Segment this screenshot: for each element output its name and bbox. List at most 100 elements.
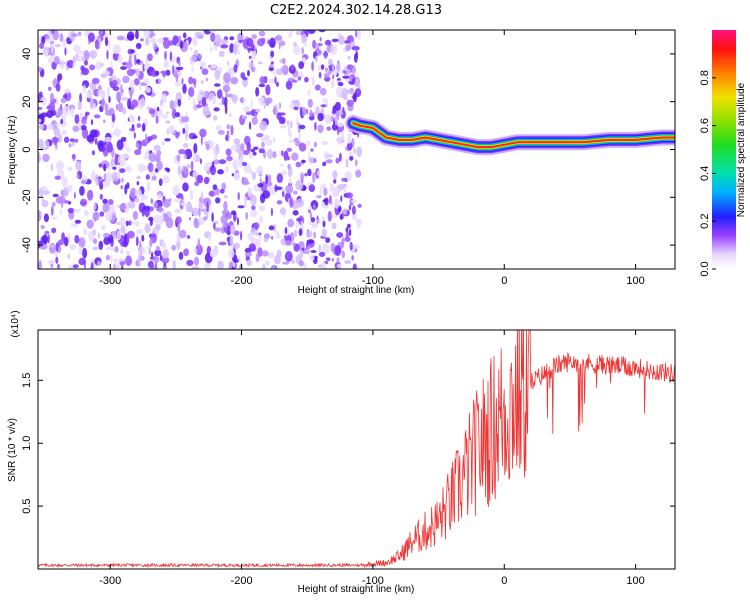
noise-blob [73, 210, 80, 214]
noise-blob [59, 59, 65, 70]
snr-marks [38, 330, 675, 569]
noise-blob [200, 135, 203, 146]
noise-blob [253, 230, 260, 236]
noise-blob [300, 221, 304, 230]
noise-blob [349, 75, 353, 82]
noise-blob [317, 170, 321, 176]
noise-blob [193, 143, 198, 154]
noise-blob [192, 152, 197, 162]
noise-blob [218, 50, 225, 57]
noise-blob [192, 78, 197, 85]
noise-blob [274, 35, 283, 41]
noise-blob [135, 42, 142, 50]
noise-blob [343, 96, 348, 100]
noise-blob [318, 71, 322, 79]
noise-blob [289, 197, 294, 208]
noise-blob [233, 259, 239, 263]
noise-blob [195, 104, 203, 108]
noise-blob [319, 37, 322, 42]
noise-blob [347, 223, 351, 229]
noise-blob [284, 227, 288, 235]
noise-blob [250, 210, 258, 218]
noise-blob [268, 79, 276, 84]
noise-blob [92, 238, 98, 245]
noise-blob [129, 91, 133, 101]
noise-blob [316, 195, 322, 199]
noise-blob [42, 153, 50, 163]
noise-blob [117, 102, 124, 113]
noise-blob [45, 35, 50, 39]
noise-blob [67, 207, 75, 214]
noise-blob [87, 189, 94, 201]
noise-blob [72, 264, 79, 269]
noise-blob [272, 151, 277, 159]
noise-blob [304, 43, 307, 48]
noise-blob [38, 106, 43, 111]
noise-blob [256, 133, 264, 138]
noise-blob [353, 53, 358, 63]
noise-blob [325, 97, 328, 108]
noise-blob [345, 158, 349, 168]
noise-blob [332, 170, 338, 180]
x-tick-label: -100 [362, 575, 384, 587]
noise-blob [174, 99, 178, 109]
noise-blob [172, 185, 180, 196]
noise-blob [138, 202, 146, 213]
noise-blob [143, 30, 151, 38]
noise-blob [310, 217, 316, 223]
noise-blob [63, 136, 70, 144]
noise-blob [322, 261, 326, 269]
noise-blob [169, 51, 173, 61]
noise-blob [97, 232, 101, 239]
noise-blob [296, 217, 302, 222]
noise-blob [87, 32, 95, 43]
noise-blob [78, 123, 82, 133]
noise-blob [274, 254, 281, 265]
x-tick-label: -300 [99, 275, 121, 287]
noise-blob [201, 96, 207, 107]
noise-blob [258, 83, 266, 88]
noise-blob [326, 257, 331, 262]
noise-blob [231, 94, 238, 103]
noise-blob [251, 205, 256, 211]
noise-blob [120, 249, 123, 254]
noise-blob [204, 263, 209, 269]
noise-blob [286, 147, 292, 152]
noise-blob [186, 259, 194, 266]
noise-blob [115, 104, 119, 111]
noise-blob [124, 233, 127, 245]
noise-blob [217, 125, 222, 130]
noise-blob [138, 103, 142, 107]
noise-blob [185, 129, 188, 141]
noise-blob [306, 108, 309, 115]
noise-blob [112, 44, 121, 55]
noise-blob [110, 253, 113, 264]
noise-blob [176, 71, 182, 76]
noise-blob [218, 159, 227, 165]
noise-blob [288, 132, 293, 138]
noise-blob [278, 42, 281, 50]
noise-blob [237, 217, 239, 226]
noise-blob [230, 144, 238, 151]
noise-blob [172, 260, 176, 269]
noise-blob [127, 230, 135, 239]
noise-blob [193, 49, 199, 57]
noise-blob [135, 59, 141, 64]
noise-blob [48, 244, 56, 248]
noise-blob [102, 180, 111, 188]
snr-frame [37, 329, 676, 570]
noise-blob [176, 154, 181, 162]
noise-blob [138, 246, 146, 255]
noise-blob [182, 83, 187, 94]
noise-blob [245, 211, 249, 220]
noise-blob [61, 232, 65, 242]
noise-blob [312, 39, 317, 49]
noise-blob [172, 35, 179, 46]
noise-blob [341, 238, 345, 249]
noise-blob [49, 92, 55, 102]
noise-blob [69, 244, 77, 251]
noise-blob [154, 51, 158, 55]
noise-blob [127, 98, 132, 110]
